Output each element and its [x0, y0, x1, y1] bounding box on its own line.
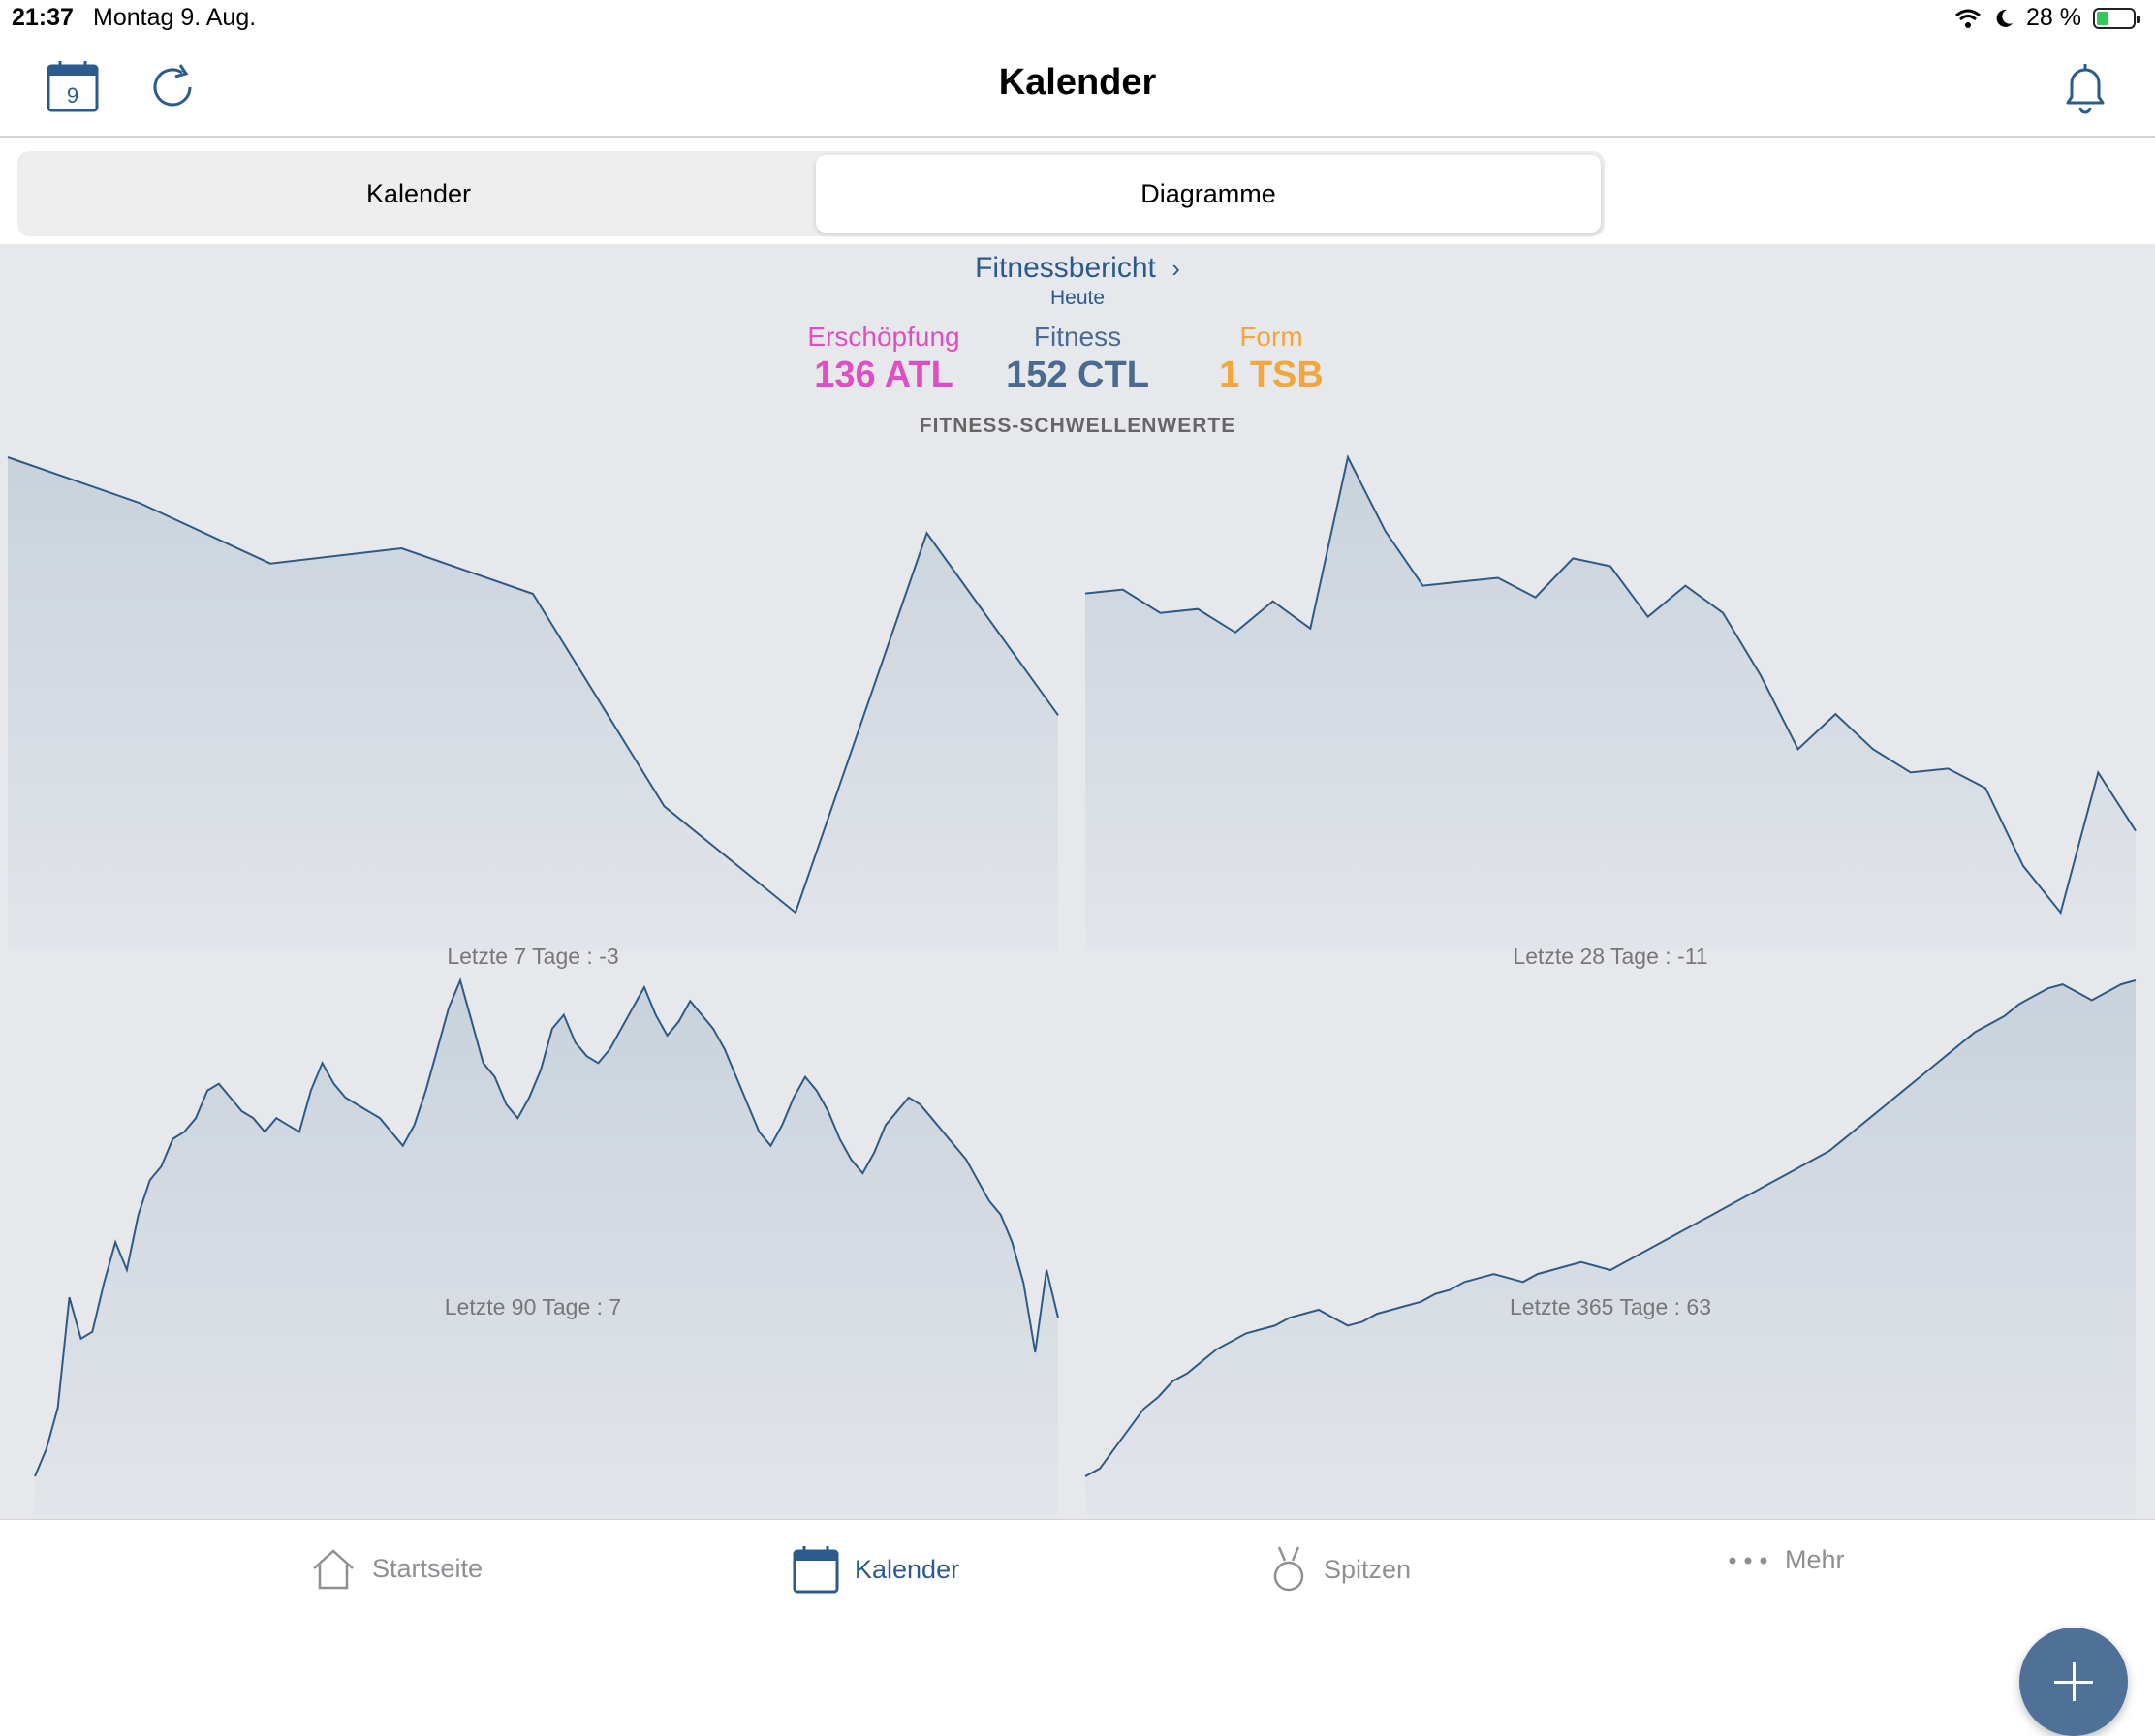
tab-kalender[interactable]: Kalender [793, 1545, 959, 1594]
metric-value: 136 ATL [814, 355, 953, 395]
metric-ctl: Fitness 152 CTL [961, 322, 1194, 396]
chart-caption-7: Letzte 7 Tage : -3 [447, 944, 619, 969]
tab-label: Mehr [1785, 1545, 1845, 1574]
section-title: FITNESS-SCHWELLENWERTE [919, 415, 1236, 437]
tab-label: Kalender [855, 1554, 960, 1584]
chart-line-1 [1084, 454, 2137, 915]
charts-canvas [7, 454, 2137, 1515]
house-icon [313, 1549, 354, 1590]
status-bar: 21:37 Montag 9. Aug. 28 % [0, 0, 2155, 43]
fitness-report-link[interactable]: Fitnessbericht › [0, 252, 2155, 285]
chart-area-0 [8, 457, 1058, 951]
chart-area-3 [1085, 980, 2136, 1515]
metric-atl: Erschöpfung 136 ATL [767, 322, 1000, 396]
tab-label: Spitzen [1324, 1554, 1412, 1584]
segment-kalender[interactable]: Kalender [365, 178, 472, 208]
chart-line-3 [1084, 979, 2137, 1477]
chevron-right-icon: › [1171, 254, 1180, 283]
battery-icon [2093, 7, 2140, 29]
wifi-icon [1955, 9, 1981, 28]
ellipsis-icon [1729, 1557, 1767, 1564]
segmented-control: Kalender Diagramme [17, 151, 1605, 236]
calendar-day-number: 9 [67, 83, 78, 108]
refresh-icon[interactable] [145, 60, 200, 114]
status-date: Montag 9. Aug. [93, 4, 257, 31]
report-subtitle: Heute [1049, 287, 1106, 309]
tab-spitzen[interactable]: Spitzen [1269, 1545, 1411, 1594]
moon-icon [1996, 9, 2014, 27]
metric-label: Fitness [1033, 322, 1122, 352]
segment-diagramme[interactable]: Diagramme [816, 155, 1601, 232]
chart-caption-365: Letzte 365 Tage : 63 [1509, 1294, 1712, 1319]
today-calendar-button[interactable]: 9 [47, 60, 99, 112]
tab-label: Startseite [372, 1553, 484, 1583]
chart-caption-28: Letzte 28 Tage : -11 [1513, 944, 1708, 969]
navigation-bar: 9 Kalender [0, 43, 2155, 138]
chart-line-2 [34, 976, 1059, 1477]
report-title: Fitnessbericht [975, 252, 1156, 284]
tab-mehr[interactable]: Mehr [1727, 1545, 1845, 1575]
metric-label: Erschöpfung [807, 322, 960, 352]
status-time: 21:37 [12, 4, 74, 31]
medal-icon [1273, 1546, 1304, 1592]
metric-label: Form [1239, 322, 1303, 352]
battery-percent: 28 % [2026, 4, 2081, 31]
chart-caption-90: Letzte 90 Tage : 7 [444, 1294, 622, 1319]
metric-value: 152 CTL [1006, 355, 1149, 395]
chart-area-1 [1085, 457, 2136, 951]
add-button[interactable] [2019, 1628, 2128, 1736]
status-right: 28 % [1954, 4, 2140, 32]
segment-area: Kalender Diagramme [0, 138, 2155, 244]
calendar-icon [793, 1546, 839, 1594]
chart-line-0 [7, 456, 1059, 914]
bell-icon[interactable] [2058, 60, 2112, 116]
metric-value: 1 TSB [1219, 355, 1324, 395]
page-title: Kalender [998, 62, 1157, 103]
chart-area-2 [35, 980, 1058, 1515]
charts-content: Fitnessbericht › Heute Erschöpfung 136 A… [0, 244, 2155, 1736]
tab-startseite[interactable]: Startseite [310, 1545, 483, 1592]
metric-tsb: Form 1 TSB [1155, 322, 1388, 396]
tab-bar: Startseite Kalender Spitzen Mehr [0, 1519, 2155, 1617]
